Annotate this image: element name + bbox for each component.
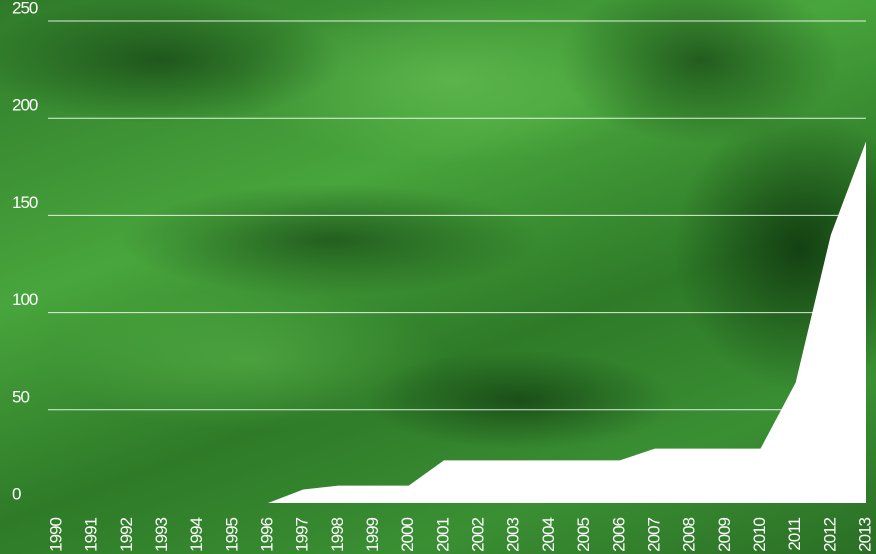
x-tick-label: 1998	[328, 517, 347, 551]
x-tick-label: 1997	[293, 517, 312, 551]
x-tick-label: 2005	[574, 517, 593, 551]
x-tick-label: 1992	[117, 517, 136, 551]
x-tick-label: 2006	[609, 517, 628, 551]
x-tick-label: 2000	[398, 517, 417, 551]
chart: 0 50 100 150 200 250 1990 1991 1992 1993 1994 1995 1…	[0, 0, 876, 554]
y-tick-label: 250	[12, 0, 38, 17]
x-tick-label: 2001	[433, 517, 452, 551]
x-tick-label: 1996	[258, 517, 277, 551]
chart-background: 0 50 100 150 200 250 1990 1991 1992 1993 1994 1995 1…	[0, 0, 876, 554]
x-tick-label: 1999	[363, 517, 382, 551]
x-tick-label: 2002	[469, 517, 488, 551]
x-tick-label: 2008	[680, 517, 699, 551]
y-tick-label: 150	[12, 193, 38, 212]
x-tick-label: 2013	[855, 517, 874, 551]
x-tick-label: 2009	[715, 517, 734, 551]
x-tick-label: 2007	[644, 517, 663, 551]
x-tick-label: 1995	[222, 517, 241, 551]
x-tick-label: 2003	[504, 517, 523, 551]
y-tick-label: 50	[12, 387, 29, 406]
x-tick-label: 2004	[539, 517, 558, 551]
x-tick-label: 1993	[152, 517, 171, 551]
x-tick-label: 2011	[785, 517, 804, 550]
y-tick-label: 100	[12, 290, 38, 309]
y-tick-label: 0	[12, 484, 21, 503]
x-tick-label: 1990	[46, 517, 65, 551]
x-tick-label: 2010	[750, 517, 769, 551]
area	[268, 142, 866, 503]
x-tick-label: 1994	[187, 517, 206, 551]
y-tick-label: 200	[12, 96, 38, 115]
x-tick-label: 2012	[820, 517, 839, 551]
x-tick-label: 1991	[82, 517, 101, 551]
